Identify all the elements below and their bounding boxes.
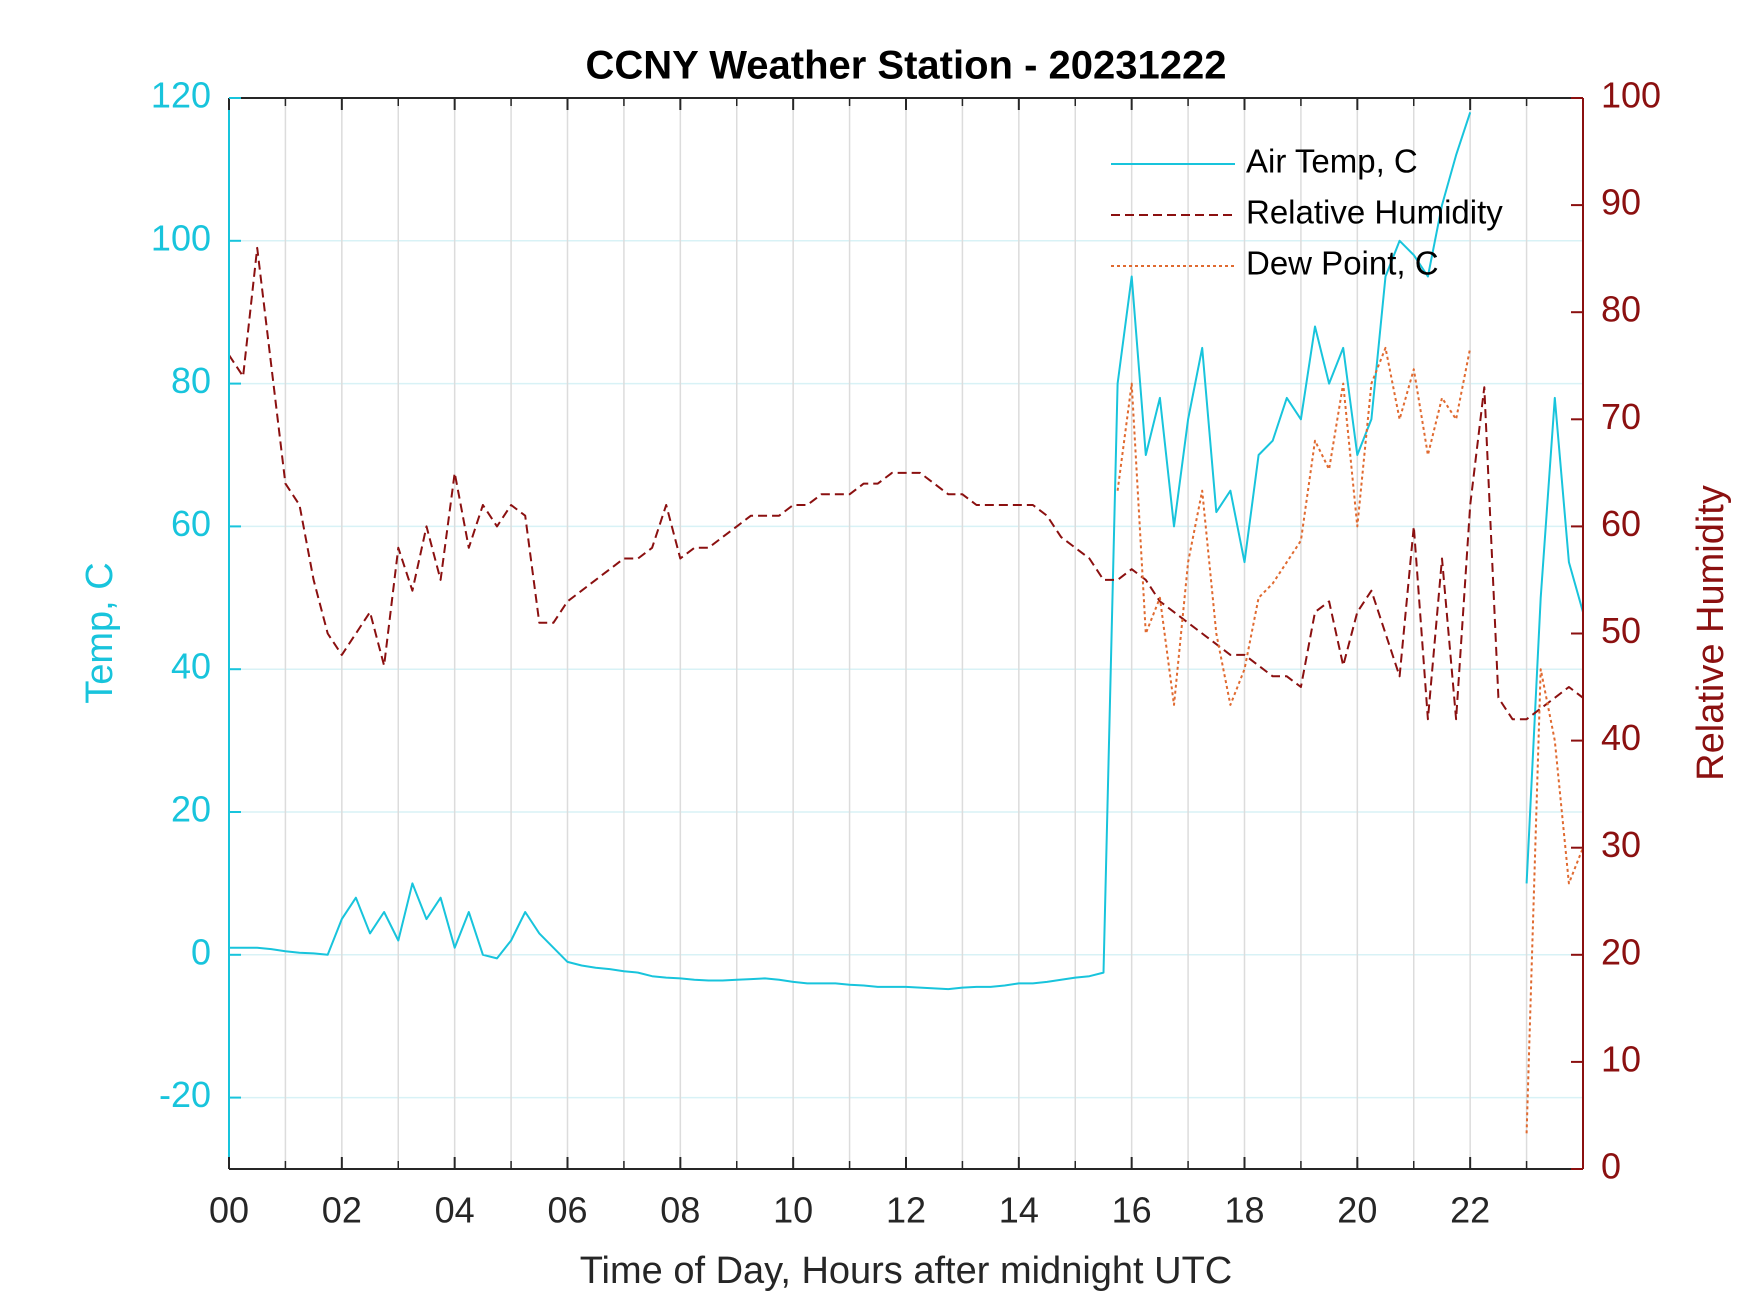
x-tick-label: 10 [773,1190,813,1231]
x-tick-label: 22 [1450,1190,1490,1231]
x-tick-label: 02 [322,1190,362,1231]
y-tick-label: 60 [171,503,211,544]
y2-tick-label: 20 [1601,931,1641,972]
x-tick-label: 20 [1337,1190,1377,1231]
legend-label: Air Temp, C [1246,143,1418,180]
x-tick-label: 08 [660,1190,700,1231]
y2-tick-label: 50 [1601,610,1641,651]
y2-tick-label: 0 [1601,1146,1621,1187]
x-tick-label: 16 [1112,1190,1152,1231]
y-tick-label: -20 [159,1074,211,1115]
y2-tick-label: 70 [1601,396,1641,437]
y-tick-label: 100 [151,217,211,258]
y2-axis-label: Relative Humidity [1690,485,1732,781]
y-tick-label: 20 [171,789,211,830]
data-line [229,111,1583,991]
x-tick-label: 18 [1224,1190,1264,1231]
y2-tick-label: 30 [1601,824,1641,865]
x-tick-label: 14 [999,1190,1039,1231]
y-tick-label: 40 [171,646,211,687]
legend-label: Relative Humidity [1246,194,1503,231]
plot-area [229,111,1583,1134]
x-tick-label: 00 [209,1190,249,1231]
x-axis-label: Time of Day, Hours after midnight UTC [580,1250,1233,1292]
x-tick-label: 06 [547,1190,587,1231]
legend-label: Dew Point, C [1246,245,1439,282]
data-line [229,246,1583,721]
y-tick-label: 80 [171,360,211,401]
y-tick-label: 120 [151,75,211,116]
data-line [1116,346,1583,1134]
y2-tick-label: 10 [1601,1038,1641,1079]
y2-tick-label: 100 [1601,75,1661,116]
y2-tick-label: 40 [1601,717,1641,758]
y-tick-label: 0 [191,931,211,972]
y-axis-label: Temp, C [79,562,121,703]
x-tick-label: 04 [435,1190,475,1231]
x-tick-label: 12 [886,1190,926,1231]
y2-tick-label: 80 [1601,289,1641,330]
chart-title: CCNY Weather Station - 20231222 [586,44,1227,88]
y2-tick-label: 60 [1601,503,1641,544]
y2-tick-label: 90 [1601,182,1641,223]
